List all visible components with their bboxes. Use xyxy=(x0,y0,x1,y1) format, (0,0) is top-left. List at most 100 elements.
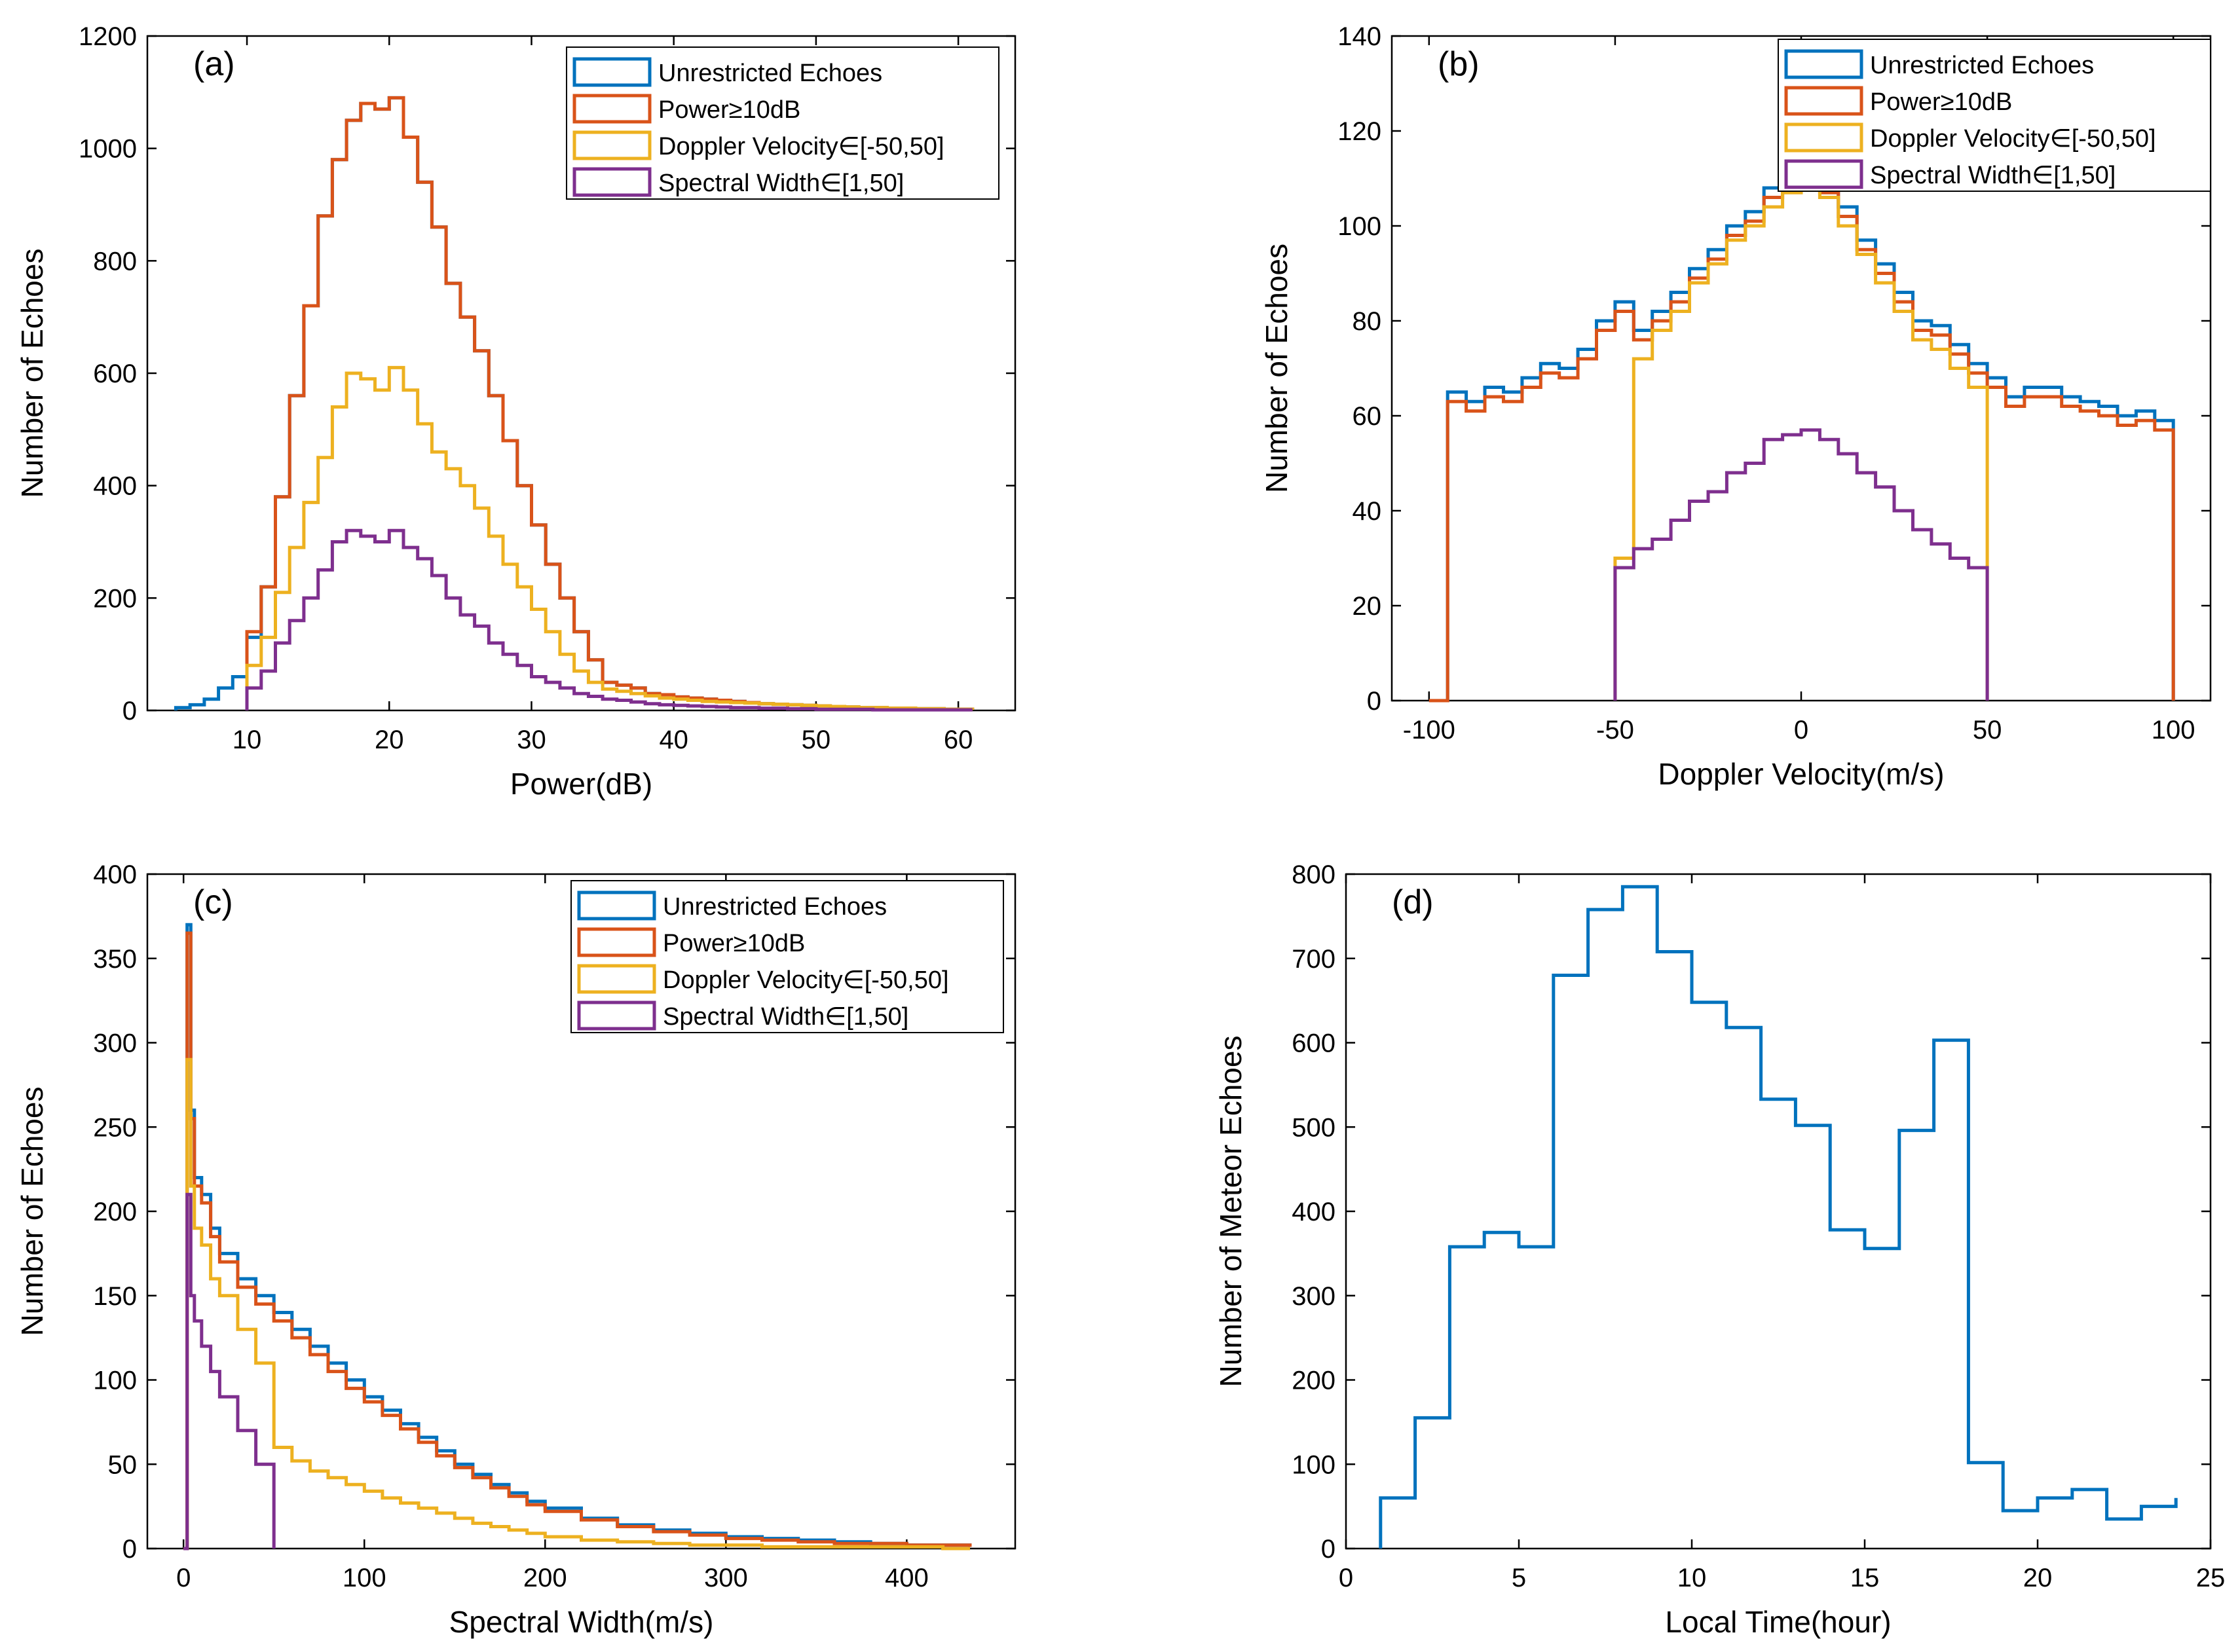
legend-swatch-unrestricted xyxy=(572,57,652,87)
axes-box xyxy=(1345,873,2212,1550)
y-tick-label: 100 xyxy=(1292,1450,1335,1479)
legend-entry: Doppler Velocity∈[-50,50] xyxy=(658,133,944,160)
legend-entry: Spectral Width∈[1,50] xyxy=(663,1003,908,1031)
x-axis-label: Power(dB) xyxy=(510,767,652,801)
x-axis-label: Doppler Velocity(m/s) xyxy=(1658,757,1944,791)
y-tick-label: 800 xyxy=(1292,860,1335,889)
y-tick-label: 600 xyxy=(1292,1029,1335,1058)
y-tick-label: 800 xyxy=(93,247,137,276)
x-tick-label: 40 xyxy=(659,725,688,754)
y-tick-label: 400 xyxy=(93,472,137,501)
legend-entry: Power≥10dB xyxy=(658,96,800,124)
y-tick-label: 0 xyxy=(122,697,137,725)
legend-swatch-spectral xyxy=(572,167,652,197)
y-tick-label: 80 xyxy=(1353,307,1382,336)
legend: Unrestricted Echoes Power≥10dB Doppler Vel… xyxy=(570,880,1004,1033)
y-axis-label: Number of Meteor Echoes xyxy=(1214,1036,1248,1387)
series-line-doppler xyxy=(183,1057,970,1551)
x-tick-label: 300 xyxy=(704,1564,748,1592)
x-tick-label: 20 xyxy=(375,725,404,754)
legend-swatch-power xyxy=(577,927,656,957)
y-tick-label: 300 xyxy=(93,1029,137,1058)
legend-entry: Spectral Width∈[1,50] xyxy=(1870,162,2116,189)
y-tick-label: 40 xyxy=(1353,497,1382,526)
y-tick-label: 400 xyxy=(93,860,137,889)
legend-swatch-doppler xyxy=(572,130,652,160)
series-line-power xyxy=(1428,177,2175,703)
legend: Unrestricted Echoes Power≥10dB Doppler Vel… xyxy=(566,46,999,200)
x-tick-label: 50 xyxy=(802,725,831,754)
x-tick-label: 30 xyxy=(517,725,546,754)
x-tick-label: 25 xyxy=(2196,1564,2226,1592)
y-tick-label: 50 xyxy=(108,1450,138,1479)
series-line-spectral xyxy=(183,1192,276,1551)
panel-b: -100 -50 0 50 100 0 20 40 60 80 100 120 140 Doppler V… xyxy=(1260,22,2212,791)
panel-c: 0 100 200 300 400 0 50 100 150 200 250 300 350 400 Spe… xyxy=(15,860,1017,1639)
x-tick-label: 0 xyxy=(176,1564,191,1592)
x-tick-label: 10 xyxy=(233,725,262,754)
legend-entry: Doppler Velocity∈[-50,50] xyxy=(1870,125,2156,153)
legend-swatch-spectral xyxy=(577,1000,656,1031)
x-tick-label: 100 xyxy=(2152,716,2195,744)
legend-entry: Spectral Width∈[1,50] xyxy=(658,170,904,197)
legend-swatch-spectral xyxy=(1784,159,1863,189)
legend-entry: Power≥10dB xyxy=(663,930,805,957)
legend-swatch-doppler xyxy=(1784,122,1863,153)
x-tick-label: 60 xyxy=(944,725,973,754)
panel-a: 10 20 30 40 50 60020040060080010001200Power(d… xyxy=(15,22,1017,801)
series-line-doppler xyxy=(1613,181,1989,701)
y-tick-label: 0 xyxy=(1367,687,1381,716)
legend-swatch-unrestricted xyxy=(1784,49,1863,79)
series-line-power xyxy=(183,931,972,1551)
y-tick-label: 20 xyxy=(1353,592,1382,621)
series-line-spectral xyxy=(245,528,973,712)
y-axis-label: Number of Echoes xyxy=(15,249,49,498)
panel-d: 0 5 10 15 20 25 0 100 200 300 400 500 600 700 800 Local… xyxy=(1214,860,2225,1639)
y-tick-label: 600 xyxy=(93,359,137,388)
x-tick-label: 200 xyxy=(523,1564,567,1592)
x-tick-label: 0 xyxy=(1794,716,1808,744)
y-tick-label: 200 xyxy=(93,584,137,613)
panel-label: (b) xyxy=(1438,45,1480,83)
y-tick-label: 100 xyxy=(93,1367,137,1395)
y-tick-label: 250 xyxy=(93,1113,137,1142)
panel-label: (d) xyxy=(1392,883,1434,921)
y-axis-label: Number of Echoes xyxy=(1260,244,1294,493)
legend-entry: Unrestricted Echoes xyxy=(658,60,882,87)
legend-swatch-doppler xyxy=(577,964,656,994)
y-tick-label: 500 xyxy=(1292,1113,1335,1142)
y-tick-label: 150 xyxy=(93,1282,137,1311)
y-tick-label: 200 xyxy=(93,1198,137,1226)
x-tick-label: 10 xyxy=(1677,1564,1707,1592)
legend-entry: Unrestricted Echoes xyxy=(663,893,887,921)
y-tick-label: 200 xyxy=(1292,1367,1335,1395)
y-tick-label: 0 xyxy=(122,1535,137,1564)
series-line-doppler xyxy=(245,365,975,711)
y-tick-label: 0 xyxy=(1321,1535,1335,1564)
y-tick-label: 140 xyxy=(1337,22,1381,51)
y-axis-label: Number of Echoes xyxy=(15,1087,49,1336)
y-tick-label: 120 xyxy=(1337,117,1381,146)
x-tick-label: -50 xyxy=(1596,716,1634,744)
y-tick-label: 100 xyxy=(1337,212,1381,241)
x-tick-label: 20 xyxy=(2023,1564,2053,1592)
x-tick-label: -100 xyxy=(1403,716,1455,744)
x-tick-label: 400 xyxy=(885,1564,929,1592)
x-axis-label: Spectral Width(m/s) xyxy=(449,1605,714,1639)
legend-entry: Unrestricted Echoes xyxy=(1870,52,2094,79)
y-tick-label: 350 xyxy=(93,945,137,974)
y-tick-label: 60 xyxy=(1353,402,1382,431)
x-tick-label: 100 xyxy=(343,1564,386,1592)
panel-label: (c) xyxy=(193,883,233,921)
y-tick-label: 400 xyxy=(1292,1198,1335,1226)
panel-label: (a) xyxy=(193,45,235,83)
y-tick-label: 700 xyxy=(1292,945,1335,974)
x-tick-label: 0 xyxy=(1339,1564,1353,1592)
x-tick-label: 50 xyxy=(1973,716,2002,744)
legend-swatch-unrestricted xyxy=(577,890,656,921)
x-axis-label: Local Time(hour) xyxy=(1665,1605,1891,1639)
legend-entry: Power≥10dB xyxy=(1870,88,2012,116)
legend-swatch-power xyxy=(1784,86,1863,116)
y-tick-label: 300 xyxy=(1292,1282,1335,1311)
